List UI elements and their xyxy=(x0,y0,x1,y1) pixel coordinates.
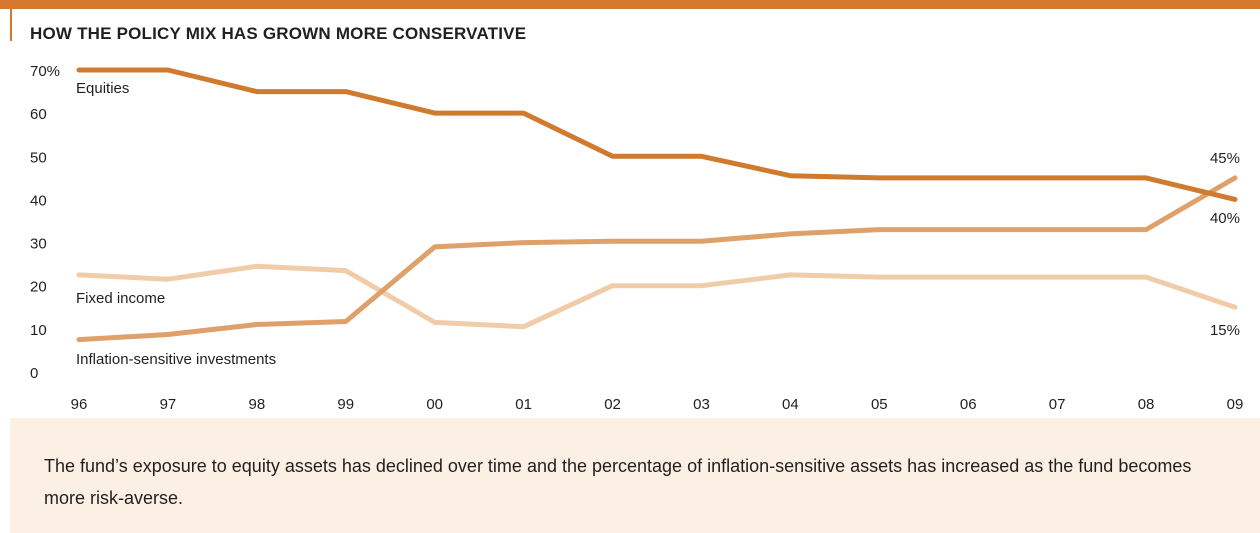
x-tick-label: 97 xyxy=(160,396,177,413)
series-name-label: Inflation-sensitive investments xyxy=(76,351,276,368)
x-tick-label: 00 xyxy=(426,396,443,413)
y-tick-label: 30 xyxy=(30,236,47,253)
series-name-label: Equities xyxy=(76,80,129,97)
x-tick-label: 06 xyxy=(960,396,977,413)
caption-text: The fund’s exposure to equity assets has… xyxy=(44,456,1192,508)
series-end-label: 15% xyxy=(1210,322,1240,339)
series-lines xyxy=(76,67,1238,343)
line-chart: 70% 60 50 40 30 20 10 0 96 97 98 99 00 01 02 03 04 05 06 0… xyxy=(30,63,1244,413)
y-tick-label: 40 xyxy=(30,192,47,209)
x-tick-label: 08 xyxy=(1138,396,1155,413)
title-accent-tick xyxy=(10,9,12,41)
y-axis-ticks: 70% 60 50 40 30 20 10 0 xyxy=(30,63,60,382)
x-tick-label: 03 xyxy=(693,396,710,413)
y-tick-label: 10 xyxy=(30,322,47,339)
x-axis-ticks: 96 97 98 99 00 01 02 03 04 05 06 07 08 09 xyxy=(71,396,1244,413)
x-tick-label: 01 xyxy=(515,396,532,413)
x-tick-label: 02 xyxy=(604,396,621,413)
series-name-label: Fixed income xyxy=(76,290,165,307)
x-tick-label: 99 xyxy=(337,396,354,413)
x-tick-label: 07 xyxy=(1049,396,1066,413)
chart-title: HOW THE POLICY MIX HAS GROWN MORE CONSER… xyxy=(30,24,527,43)
y-tick-label: 20 xyxy=(30,279,47,296)
series-line-inflation-sensitive-investments xyxy=(76,175,1238,343)
y-tick-label: 70% xyxy=(30,63,60,80)
x-tick-label: 98 xyxy=(249,396,266,413)
y-tick-label: 60 xyxy=(30,106,47,123)
x-tick-label: 09 xyxy=(1227,396,1244,413)
x-tick-label: 96 xyxy=(71,396,88,413)
caption-box xyxy=(10,418,1260,533)
series-end-label: 45% xyxy=(1210,150,1240,167)
y-tick-label: 0 xyxy=(30,365,38,382)
series-line-fixed-income xyxy=(76,263,1238,330)
series-end-label: 40% xyxy=(1210,210,1240,227)
series-labels: Equities Fixed income Inflation-sensitive … xyxy=(76,80,1240,368)
series-line-equities xyxy=(76,67,1238,202)
x-tick-label: 04 xyxy=(782,396,799,413)
x-tick-label: 05 xyxy=(871,396,888,413)
y-tick-label: 50 xyxy=(30,149,47,166)
top-accent-rule xyxy=(0,0,1260,9)
